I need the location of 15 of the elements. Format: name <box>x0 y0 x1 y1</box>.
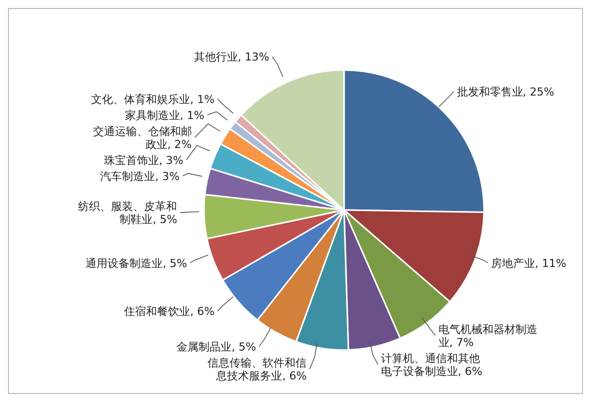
slice-label: 家具制造业, 1% <box>124 108 204 122</box>
slice-label: 金属制品业, 5% <box>176 340 256 354</box>
slice-label: 交通运输、仓储和邮政业, 2% <box>92 124 192 150</box>
slice-label: 通用设备制造业, 5% <box>86 256 188 270</box>
slice-label: 文化、体育和娱乐业, 1% <box>91 92 215 106</box>
slice-label: 纺织、服装、皮革和制鞋业, 5% <box>78 200 178 226</box>
slice-label: 批发和零售业, 25% <box>456 84 554 98</box>
slice-label: 住宿和餐饮业, 6% <box>124 304 215 318</box>
slice-label: 珠宝首饰业, 3% <box>104 153 184 166</box>
slice-label: 信息传输、软件和信息技术服务业, 6% <box>208 356 307 382</box>
slice-label: 电气机械和器材制造业, 7% <box>438 322 538 348</box>
slice-label: 汽车制造业, 3% <box>100 169 180 182</box>
slice-label: 计算机、通信和其他电子设备制造业, 6% <box>380 351 482 378</box>
slice-label: 其他行业, 13% <box>194 50 270 64</box>
slice-label: 房地产业, 11% <box>490 256 566 270</box>
